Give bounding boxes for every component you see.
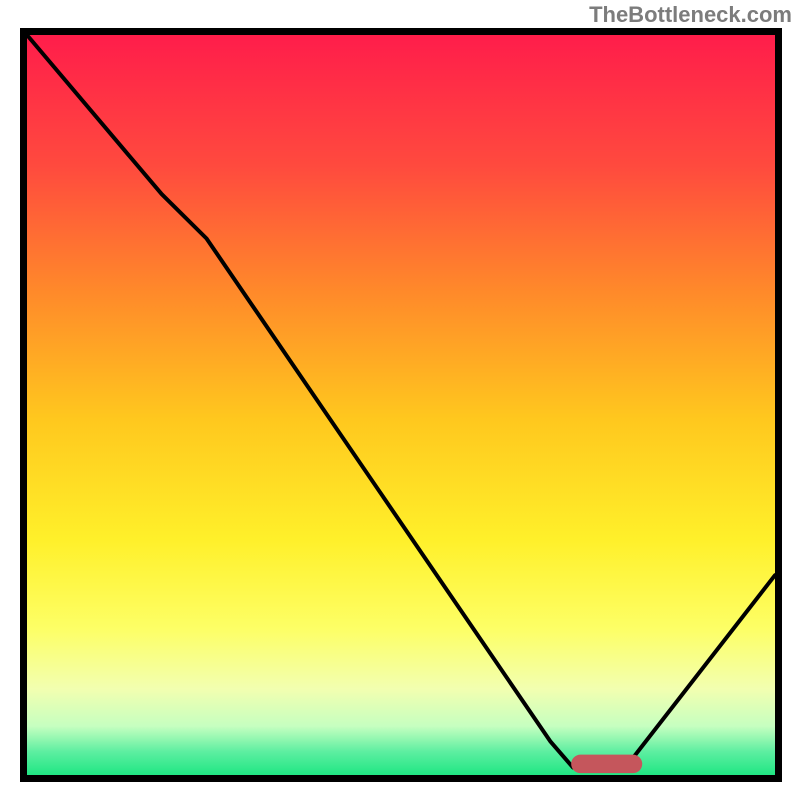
bottleneck-chart <box>0 0 800 800</box>
optimal-marker <box>571 755 642 774</box>
watermark-text: TheBottleneck.com <box>589 2 792 28</box>
plot-background <box>24 32 779 779</box>
